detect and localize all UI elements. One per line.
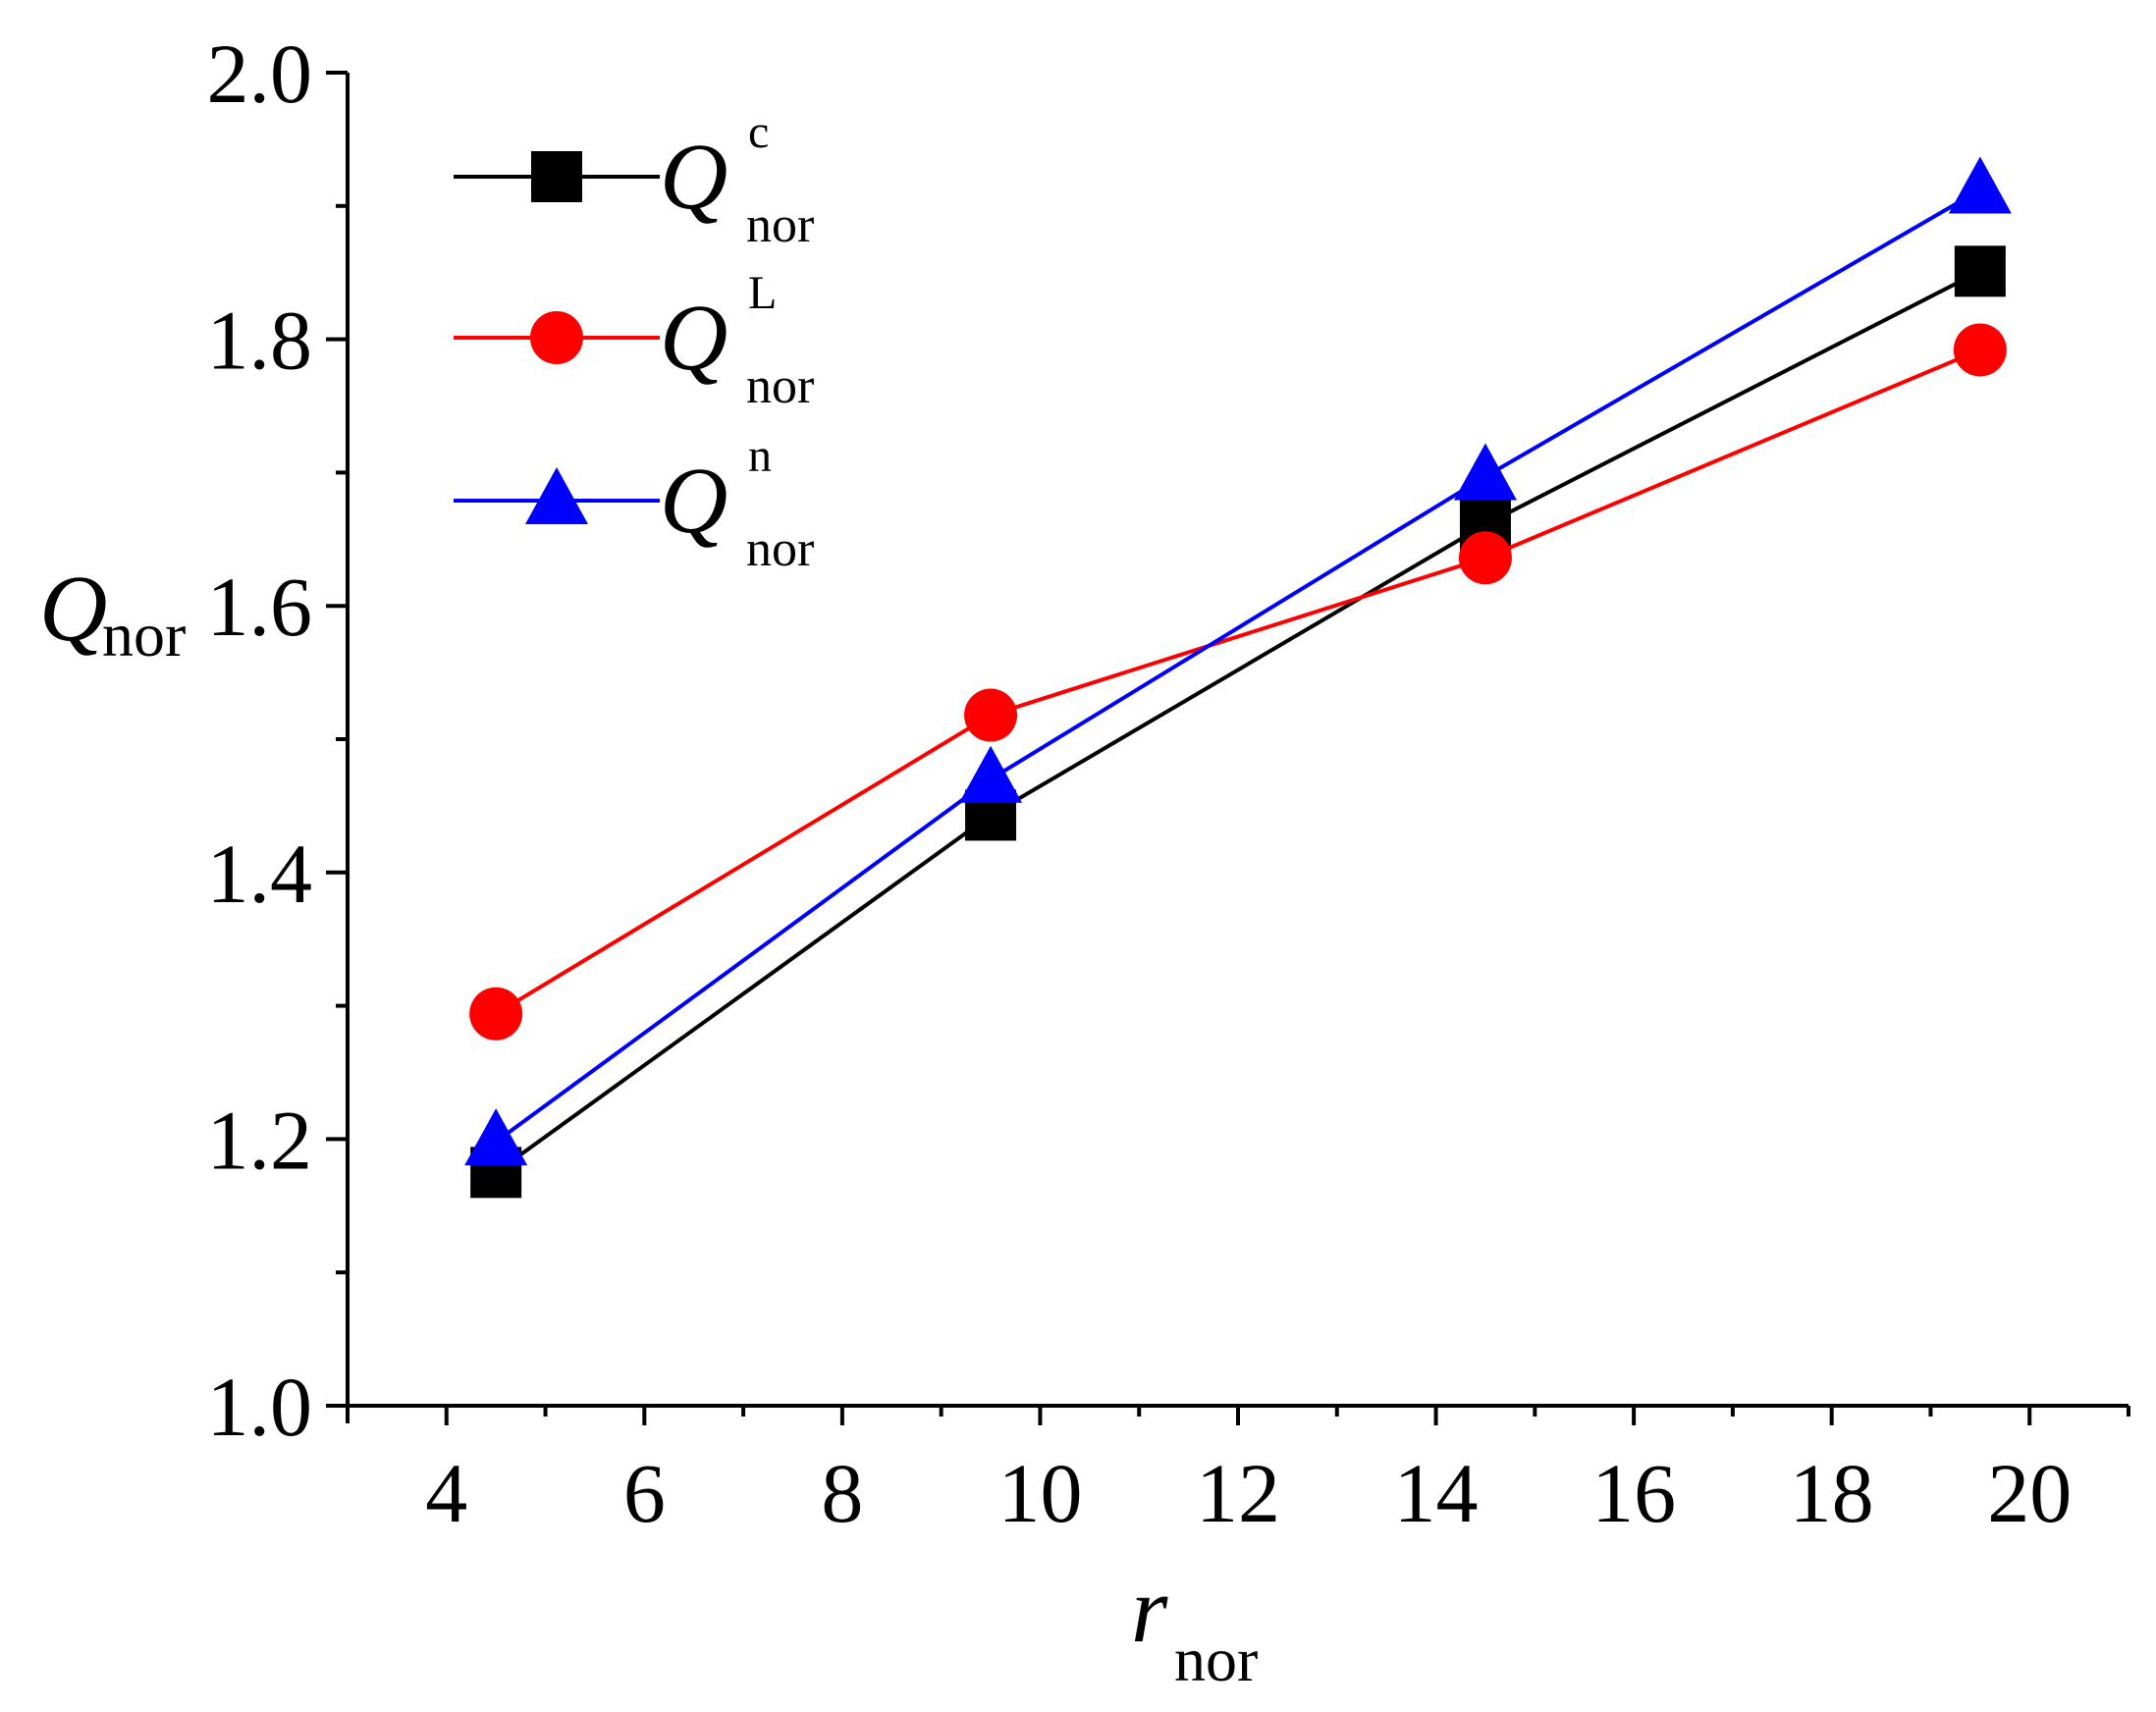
data-point xyxy=(469,987,523,1041)
data-point xyxy=(1458,531,1512,585)
legend-symbol: Q xyxy=(660,124,728,229)
data-point xyxy=(1953,323,2007,377)
y-axis-label: Q xyxy=(39,556,107,661)
data-point xyxy=(1954,245,2006,297)
x-tick-label: 8 xyxy=(821,1446,863,1540)
legend-symbol: Q xyxy=(660,285,728,390)
data-point xyxy=(1948,156,2012,214)
data-point xyxy=(964,688,1018,742)
y-tick-label: 1.4 xyxy=(207,827,313,921)
series-n xyxy=(464,156,2012,1166)
y-axis-label-subscript: nor xyxy=(102,600,186,669)
x-axis-label-subscript: nor xyxy=(1174,1625,1258,1694)
series-line xyxy=(494,269,1981,1174)
data-point xyxy=(959,745,1023,803)
axes: 1.0 1.2 1.4 1.6 1.8 2.0 4 6 8 10 12 14 16 18 20 xyxy=(207,27,2130,1540)
y-tick-label: 1.2 xyxy=(207,1093,313,1187)
x-tick-label: 4 xyxy=(425,1446,467,1540)
legend-superscript: c xyxy=(748,106,769,158)
legend-marker xyxy=(531,151,582,202)
legend-superscript: n xyxy=(748,430,772,482)
x-tick-label: 14 xyxy=(1394,1446,1479,1540)
legend-subscript: nor xyxy=(746,358,814,414)
x-tick-label: 20 xyxy=(1987,1446,2072,1540)
data-point xyxy=(1453,443,1517,501)
series-layer xyxy=(464,156,2012,1199)
series-L xyxy=(469,323,2007,1041)
x-tick-label: 6 xyxy=(623,1446,666,1540)
legend-marker xyxy=(530,311,583,364)
y-tick-label: 2.0 xyxy=(207,27,313,121)
y-tick-label: 1.8 xyxy=(207,294,313,388)
legend-marker xyxy=(525,467,588,524)
x-tick-label: 18 xyxy=(1790,1446,1874,1540)
series-line xyxy=(495,348,1981,1016)
data-point xyxy=(464,1108,528,1166)
legend-subscript: nor xyxy=(746,521,814,577)
y-tick-label: 1.6 xyxy=(207,560,313,654)
legend-superscript: L xyxy=(748,267,777,319)
x-tick-label: 10 xyxy=(997,1446,1082,1540)
x-tick-label: 16 xyxy=(1591,1446,1676,1540)
x-tick-label: 12 xyxy=(1196,1446,1280,1540)
legend-symbol: Q xyxy=(660,448,728,553)
series-line xyxy=(494,187,1981,1144)
y-tick-label: 1.0 xyxy=(207,1360,313,1454)
legend-subscript: nor xyxy=(746,197,814,253)
x-axis-label: r xyxy=(1131,1557,1168,1662)
